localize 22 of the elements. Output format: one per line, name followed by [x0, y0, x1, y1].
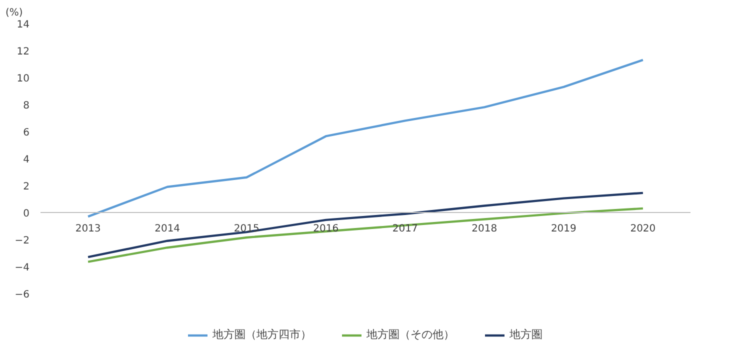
y-tick-label: 10 [16, 74, 30, 84]
y-tick-label: −2 [14, 236, 30, 246]
legend-label: 地方圏（その他） [366, 327, 454, 342]
y-tick-label: 14 [16, 20, 30, 30]
y-axis-title: (%) [6, 8, 23, 18]
y-tick-label: −4 [14, 262, 30, 274]
y-tick-label: −6 [14, 290, 30, 300]
x-tick-label: 2013 [75, 224, 101, 234]
y-tick-label: 0 [23, 208, 30, 220]
y-tick-label: 12 [16, 46, 30, 58]
y-tick-label: 4 [23, 154, 30, 166]
x-tick-label: 2019 [550, 224, 576, 234]
legend-label: 地方圏 [510, 327, 542, 342]
line-series [86, 58, 644, 218]
x-tick-label: 2014 [154, 224, 180, 234]
x-tick-label: 2020 [630, 224, 656, 234]
y-tick-label: 2 [23, 182, 30, 192]
y-tick-label: 8 [23, 100, 30, 112]
legend-label: 地方圏（地方四市） [212, 327, 312, 342]
x-tick-label: 2018 [472, 224, 498, 234]
x-tick-label: 2017 [392, 224, 418, 234]
y-tick-label: 6 [23, 128, 30, 138]
